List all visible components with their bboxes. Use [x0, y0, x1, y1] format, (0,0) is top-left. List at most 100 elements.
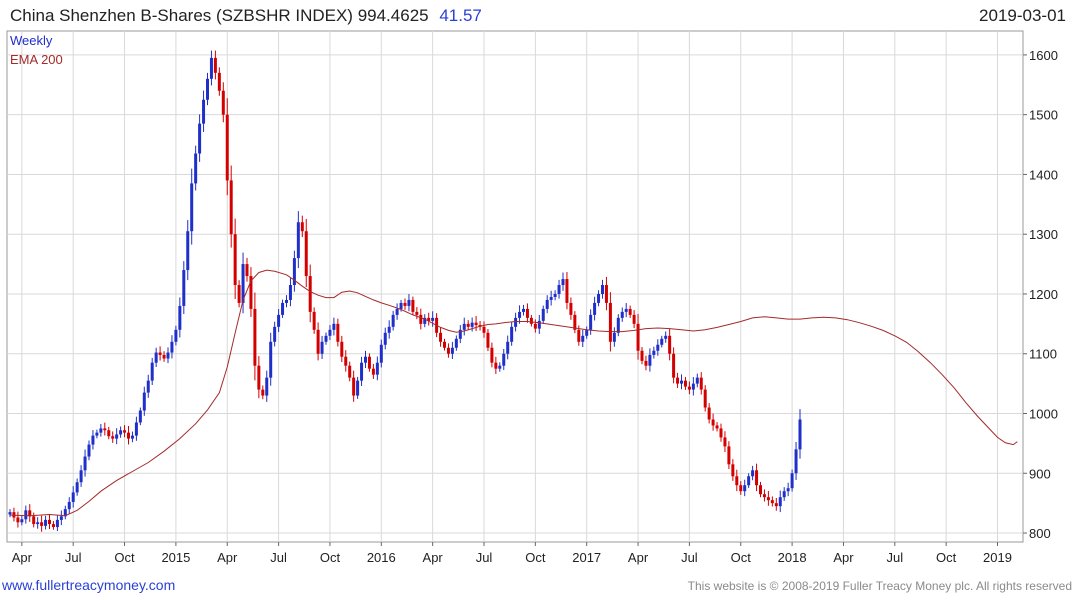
candle-body: [202, 99, 206, 124]
candle-body: [510, 326, 514, 342]
candle: [593, 296, 597, 321]
candle-body: [138, 410, 142, 423]
candle-body: [656, 344, 660, 351]
candle-body: [91, 435, 95, 445]
candle-body: [40, 522, 44, 526]
candle: [138, 407, 142, 426]
candle: [612, 327, 616, 347]
candle-body: [87, 444, 91, 457]
x-tick-label: Apr: [833, 550, 854, 565]
candle: [751, 465, 755, 481]
candle-body: [541, 308, 545, 321]
candle: [79, 465, 83, 487]
candle-body: [83, 456, 87, 471]
candle-body: [198, 123, 202, 154]
candle: [533, 319, 537, 333]
candle-body: [529, 317, 533, 324]
candle: [95, 429, 99, 439]
candle-layer: [8, 50, 802, 532]
candle: [427, 312, 431, 326]
candle-body: [261, 389, 265, 396]
candle: [360, 356, 364, 386]
y-tick-label: 900: [1029, 466, 1051, 481]
candle-body: [439, 332, 443, 342]
candle-body: [367, 356, 371, 369]
candle-body: [691, 383, 695, 390]
candle: [265, 370, 269, 402]
candle: [312, 307, 316, 334]
candle: [178, 297, 182, 338]
candle-body: [127, 432, 130, 439]
x-tick-label: Jul: [65, 550, 82, 565]
x-tick-label: Apr: [217, 550, 238, 565]
candle: [292, 250, 296, 292]
candle: [288, 278, 292, 307]
candle-body: [79, 470, 83, 483]
x-tick-label: Apr: [12, 550, 33, 565]
candle-body: [209, 57, 213, 79]
candle: [462, 317, 466, 336]
candle-body: [518, 311, 522, 318]
candle: [589, 309, 593, 335]
candle: [407, 294, 411, 312]
candle: [186, 220, 190, 281]
candle-body: [352, 377, 356, 396]
candle-body: [616, 317, 620, 333]
candle-body: [620, 311, 624, 318]
candle: [44, 515, 48, 530]
x-tick-label: 2017: [572, 550, 601, 565]
candle-body: [324, 335, 328, 342]
candle: [553, 290, 557, 301]
candle-body: [186, 231, 190, 271]
candle-body: [707, 407, 711, 420]
candle: [644, 355, 648, 371]
candle: [367, 353, 371, 372]
candle: [257, 356, 261, 399]
candle-body: [664, 335, 668, 339]
candle: [32, 512, 36, 528]
candle-body: [751, 470, 755, 477]
candle-body: [458, 329, 462, 339]
candle-body: [340, 341, 344, 357]
candle: [340, 335, 344, 363]
candle-body: [747, 476, 751, 486]
candle-body: [743, 485, 747, 492]
candle-body: [103, 428, 107, 431]
candle: [541, 305, 545, 324]
footer-website-link[interactable]: www.fullertreacymoney.com: [1, 577, 175, 593]
candle-body: [652, 350, 656, 355]
candle: [67, 497, 71, 514]
candle-body: [786, 488, 790, 492]
candle: [573, 311, 577, 334]
candle: [620, 307, 624, 322]
candle: [743, 479, 747, 497]
candle-body: [387, 326, 391, 333]
candle: [103, 422, 107, 436]
candle-body: [63, 509, 67, 517]
candle: [119, 426, 123, 438]
candle-body: [107, 430, 111, 437]
candle-body: [601, 285, 604, 294]
candle-body: [553, 293, 557, 297]
candle: [482, 321, 486, 338]
legend-ema: EMA 200: [10, 52, 63, 67]
candle-body: [364, 356, 367, 363]
candle: [731, 459, 735, 481]
candle-body: [134, 422, 138, 436]
candle: [474, 316, 478, 331]
candle-body: [482, 326, 486, 333]
candle-body: [28, 510, 32, 517]
candle-body: [360, 362, 364, 381]
candle-body: [604, 285, 608, 303]
candle: [217, 67, 221, 96]
candle-body: [178, 305, 182, 330]
candle-body: [612, 332, 616, 342]
candle: [755, 463, 759, 492]
legend-weekly: Weekly: [10, 33, 53, 48]
candle: [48, 514, 51, 530]
candle: [565, 271, 569, 310]
x-tick-label: Oct: [320, 550, 341, 565]
x-tick-label: 2018: [778, 550, 807, 565]
candle-body: [8, 512, 12, 515]
candle-body: [431, 317, 435, 321]
